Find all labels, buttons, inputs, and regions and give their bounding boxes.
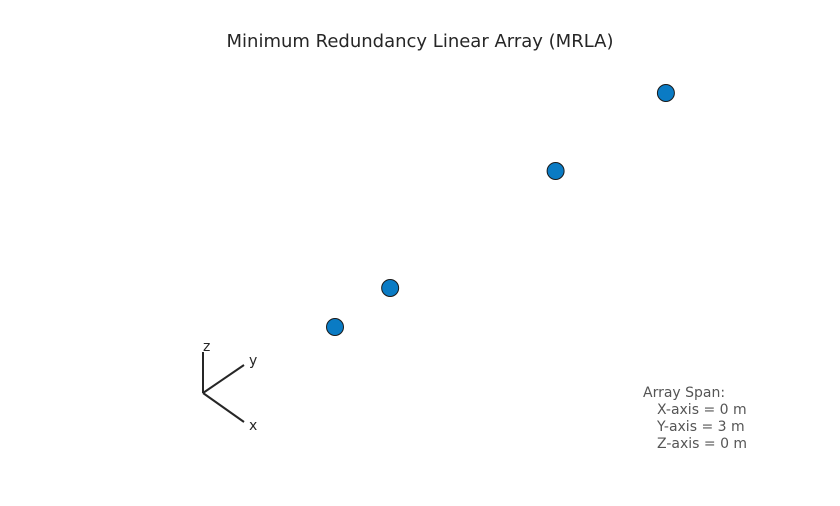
annotation-line: Array Span: xyxy=(643,385,725,401)
x-axis-arrow xyxy=(202,392,245,423)
x-axis-label: x xyxy=(249,418,257,434)
array-element xyxy=(326,318,344,336)
annotation-line: Z-axis = 0 m xyxy=(657,436,747,452)
annotation: Array Span: X-axis = 0 m Y-axis = 3 m Z-… xyxy=(643,385,747,452)
axis-triad xyxy=(202,352,245,423)
array-element xyxy=(546,162,565,180)
y-axis-label: y xyxy=(249,353,257,369)
z-axis-label: z xyxy=(203,339,210,355)
chart-title: Minimum Redundancy Linear Array (MRLA) xyxy=(227,31,614,52)
array-element xyxy=(381,279,400,297)
annotation-line: Y-axis = 3 m xyxy=(656,419,745,435)
array-element xyxy=(656,84,675,102)
y-axis-arrow xyxy=(202,364,245,394)
annotation-line: X-axis = 0 m xyxy=(657,402,747,418)
